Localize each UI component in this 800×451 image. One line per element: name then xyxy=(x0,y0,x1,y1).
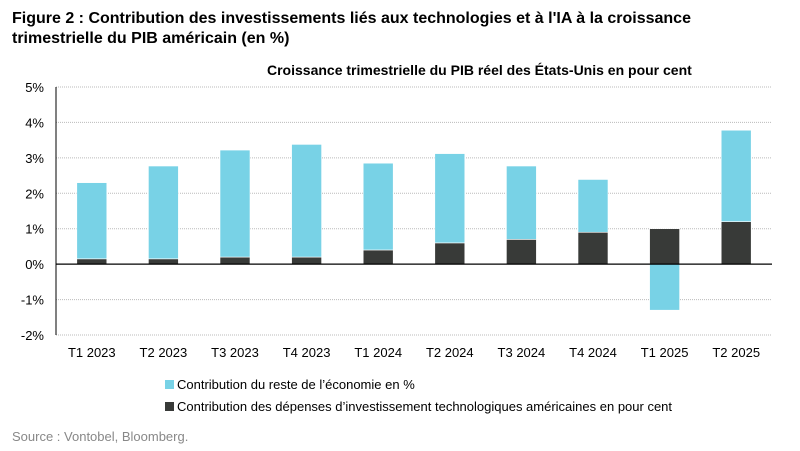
legend-label: Contribution du reste de l’économie en % xyxy=(177,376,415,392)
bar-rest xyxy=(506,165,537,240)
bar-tech xyxy=(720,221,752,265)
x-tick-label: T2 2024 xyxy=(426,345,474,360)
legend-item-rest: Contribution du reste de l’économie en % xyxy=(165,373,672,395)
source-note: Source : Vontobel, Bloomberg. xyxy=(12,429,189,444)
y-tick-label: 2% xyxy=(25,186,44,201)
chart-title: Croissance trimestrielle du PIB réel des… xyxy=(267,62,692,78)
bar-rest xyxy=(720,129,752,222)
y-tick-label: 4% xyxy=(25,115,44,130)
bar-rest xyxy=(362,162,394,251)
y-tick-label: 1% xyxy=(25,222,44,237)
bar-tech xyxy=(577,231,609,265)
bar-rest xyxy=(577,179,609,233)
x-tick-label: T1 2023 xyxy=(68,345,116,360)
legend: Contribution du reste de l’économie en %… xyxy=(165,373,672,417)
y-tick-label: 3% xyxy=(25,151,44,166)
bar-rest xyxy=(649,263,680,311)
y-tick-label: -1% xyxy=(21,293,45,308)
bar-rest xyxy=(148,165,179,260)
bar-tech xyxy=(291,256,322,265)
x-tick-label: T1 2025 xyxy=(641,345,689,360)
bar-rest xyxy=(219,149,251,258)
x-tick-label: T4 2024 xyxy=(569,345,617,360)
x-tick-label: T3 2023 xyxy=(211,345,259,360)
bar-rest xyxy=(291,144,322,258)
bar-tech xyxy=(76,258,108,265)
legend-label: Contribution des dépenses d’investisseme… xyxy=(177,398,673,414)
bar-rest xyxy=(76,182,108,260)
y-tick-label: 5% xyxy=(25,80,44,95)
y-tick-label: -2% xyxy=(21,328,45,343)
x-tick-label: T3 2024 xyxy=(498,345,546,360)
legend-swatch xyxy=(165,379,174,389)
bar-tech xyxy=(506,239,537,265)
bar-tech xyxy=(649,228,680,265)
x-tick-label: T1 2024 xyxy=(354,345,402,360)
figure-title: Figure 2 : Contribution des investisseme… xyxy=(12,10,691,47)
x-tick-label: T2 2025 xyxy=(712,345,760,360)
bar-tech xyxy=(148,258,179,265)
bar-tech xyxy=(219,256,251,265)
y-tick-label: 0% xyxy=(25,257,44,272)
x-tick-label: T4 2023 xyxy=(283,345,331,360)
legend-swatch xyxy=(165,401,174,411)
bar-rest xyxy=(434,153,466,244)
legend-item-tech: Contribution des dépenses d’investisseme… xyxy=(165,395,672,417)
bar-tech xyxy=(434,242,466,265)
bar-tech xyxy=(362,249,394,265)
x-tick-label: T2 2023 xyxy=(140,345,188,360)
